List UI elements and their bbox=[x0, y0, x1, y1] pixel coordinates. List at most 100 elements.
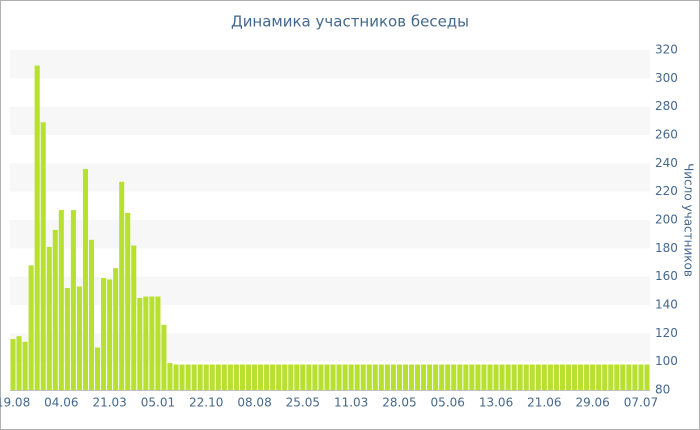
bar bbox=[185, 364, 191, 390]
bar bbox=[258, 364, 264, 390]
bar bbox=[179, 364, 185, 390]
bar bbox=[58, 210, 64, 390]
x-tick-label: 07.07 bbox=[624, 396, 658, 410]
bar bbox=[276, 364, 282, 390]
bar bbox=[620, 364, 626, 390]
bar bbox=[529, 364, 535, 390]
bar bbox=[270, 364, 276, 390]
bar bbox=[590, 364, 596, 390]
bar bbox=[584, 364, 590, 390]
bar bbox=[294, 364, 300, 390]
bar bbox=[427, 364, 433, 390]
y-axis-title: Число участников bbox=[682, 163, 696, 277]
bar bbox=[221, 364, 227, 390]
bar bbox=[161, 324, 167, 390]
x-tick-label: 29.06 bbox=[575, 396, 609, 410]
chart-title: Динамика участников беседы bbox=[231, 13, 469, 31]
bar bbox=[541, 364, 547, 390]
x-tick-label: 21.06 bbox=[527, 396, 561, 410]
bar bbox=[517, 364, 523, 390]
y-tick-label: 160 bbox=[655, 269, 678, 283]
bar bbox=[457, 364, 463, 390]
bar bbox=[366, 364, 372, 390]
y-tick-label: 100 bbox=[655, 354, 678, 368]
x-tick-label: 13.06 bbox=[479, 396, 513, 410]
bar bbox=[553, 364, 559, 390]
bar bbox=[565, 364, 572, 390]
x-tick-label: 11.03 bbox=[334, 396, 368, 410]
x-tick-label: 21.03 bbox=[92, 396, 126, 410]
bar bbox=[372, 364, 378, 390]
bar bbox=[82, 169, 89, 390]
bar bbox=[34, 65, 40, 390]
y-tick-label: 140 bbox=[655, 298, 678, 312]
bar bbox=[390, 364, 396, 390]
grid-band bbox=[10, 163, 650, 192]
bar bbox=[10, 339, 16, 390]
bar bbox=[384, 364, 390, 390]
bar bbox=[95, 347, 101, 390]
x-tick-label: 19.08 bbox=[0, 396, 30, 410]
bar bbox=[22, 341, 28, 390]
bar bbox=[149, 296, 155, 390]
bar bbox=[113, 268, 119, 390]
y-tick-label: 180 bbox=[655, 241, 678, 255]
x-tick-label: 08.08 bbox=[237, 396, 271, 410]
bar bbox=[330, 364, 336, 390]
bar bbox=[203, 364, 209, 390]
bar bbox=[608, 364, 614, 390]
bar bbox=[571, 364, 578, 390]
bar bbox=[101, 278, 107, 390]
x-tick-label: 04.06 bbox=[44, 396, 78, 410]
bar bbox=[88, 239, 95, 390]
bar bbox=[137, 297, 143, 390]
bar bbox=[215, 364, 221, 390]
bar bbox=[300, 364, 306, 390]
bar bbox=[107, 279, 113, 390]
bar bbox=[451, 364, 457, 390]
bar bbox=[511, 364, 517, 390]
bar bbox=[396, 364, 402, 390]
y-tick-label: 200 bbox=[655, 213, 678, 227]
bar bbox=[402, 364, 409, 390]
bar bbox=[421, 364, 427, 390]
bar bbox=[463, 364, 469, 390]
bar bbox=[360, 364, 366, 390]
bar bbox=[288, 364, 294, 390]
bar bbox=[40, 122, 46, 390]
bar bbox=[64, 288, 70, 390]
bar bbox=[227, 364, 233, 390]
bar bbox=[167, 363, 173, 390]
bar bbox=[481, 364, 487, 390]
y-tick-label: 220 bbox=[655, 184, 678, 198]
y-tick-label: 240 bbox=[655, 156, 678, 170]
bar bbox=[251, 364, 258, 390]
bar bbox=[143, 296, 149, 390]
x-tick-label: 05.06 bbox=[431, 396, 465, 410]
bar bbox=[469, 364, 475, 390]
grid-band bbox=[10, 106, 650, 135]
bar bbox=[578, 364, 584, 390]
bar bbox=[245, 364, 252, 390]
bar bbox=[28, 265, 34, 390]
bar bbox=[336, 364, 342, 390]
bar bbox=[354, 364, 360, 390]
bar bbox=[342, 364, 348, 390]
bar bbox=[76, 286, 82, 390]
bar bbox=[378, 364, 384, 390]
bar bbox=[535, 364, 541, 390]
y-tick-label: 320 bbox=[655, 43, 678, 57]
bar bbox=[70, 210, 76, 390]
bar bbox=[445, 364, 451, 390]
bar bbox=[155, 296, 161, 390]
bar bbox=[191, 364, 197, 390]
bar bbox=[306, 364, 312, 390]
bar bbox=[52, 229, 58, 390]
bar bbox=[131, 245, 137, 390]
bar bbox=[475, 364, 481, 390]
bar bbox=[547, 364, 553, 390]
bar bbox=[16, 336, 22, 390]
bar bbox=[233, 364, 239, 390]
bar bbox=[626, 364, 632, 390]
